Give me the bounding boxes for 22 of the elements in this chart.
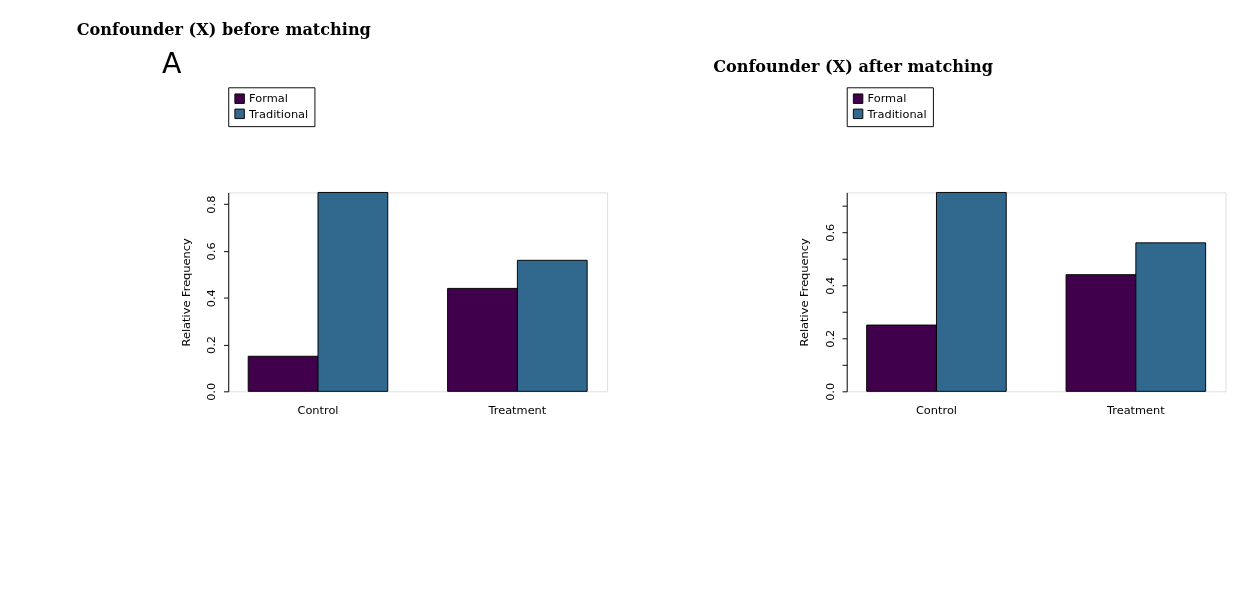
y-axis-title: Relative Frequency — [178, 238, 193, 347]
legend-label: Formal — [867, 91, 907, 106]
y-axis-title: Relative Frequency — [797, 238, 812, 347]
y-tick-label: 0.2 — [204, 335, 219, 355]
y-tick-label: 0.4 — [822, 276, 837, 295]
chart-title: Confounder (X) after matching — [713, 56, 993, 76]
y-tick-label: 0.0 — [204, 382, 219, 401]
legend-label: Traditional — [248, 106, 309, 121]
chart-title: Confounder (X) before matching — [76, 20, 371, 40]
y-tick-label: 0.0 — [822, 382, 837, 401]
y-tick-label: 0.6 — [822, 223, 837, 242]
x-tick-label: Treatment — [1105, 402, 1166, 417]
y-tick-label: 0.2 — [822, 329, 837, 348]
legend-label: Formal — [249, 91, 288, 106]
legend-label: Traditional — [866, 106, 927, 121]
x-tick-label: Treatment — [487, 402, 547, 417]
y-tick-label: 0.8 — [204, 195, 219, 214]
y-tick-label: 0.4 — [204, 289, 219, 308]
x-tick-label: Control — [297, 402, 339, 417]
text: A — [161, 47, 182, 81]
y-tick-label: 0.6 — [204, 242, 219, 261]
x-tick-label: Control — [915, 402, 957, 417]
